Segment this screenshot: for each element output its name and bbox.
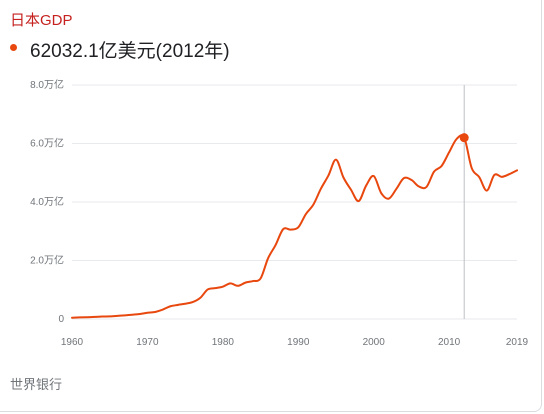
highlighted-value: 62032.1亿美元(2012年) bbox=[30, 41, 230, 62]
y-tick-label: 4.0万亿 bbox=[30, 195, 64, 208]
gdp-series-line bbox=[71, 134, 518, 319]
y-tick-label: 2.0万亿 bbox=[30, 254, 64, 267]
x-tick-label: 2010 bbox=[438, 337, 461, 348]
x-tick-label: 2000 bbox=[363, 337, 386, 348]
highlight-point bbox=[459, 133, 469, 143]
x-tick-label: 1960 bbox=[61, 337, 84, 348]
y-tick-label: 6.0万亿 bbox=[30, 137, 64, 150]
y-tick-label: 0 bbox=[58, 314, 64, 325]
series-bullet-icon bbox=[10, 44, 17, 51]
x-tick-label: 2019 bbox=[506, 337, 529, 348]
x-tick-label: 1990 bbox=[287, 337, 310, 348]
data-source-label[interactable]: 世界银行 bbox=[10, 377, 63, 392]
y-tick-label: 8.0万亿 bbox=[30, 78, 64, 91]
x-tick-label: 1970 bbox=[136, 337, 159, 348]
chart-title[interactable]: 日本GDP bbox=[10, 12, 73, 29]
x-tick-label: 1980 bbox=[212, 337, 235, 348]
gdp-line-chart[interactable]: 0 2.0万亿 4.0万亿 6.0万亿 8.0万亿 1960 1970 1980 1990 200… bbox=[0, 70, 530, 360]
